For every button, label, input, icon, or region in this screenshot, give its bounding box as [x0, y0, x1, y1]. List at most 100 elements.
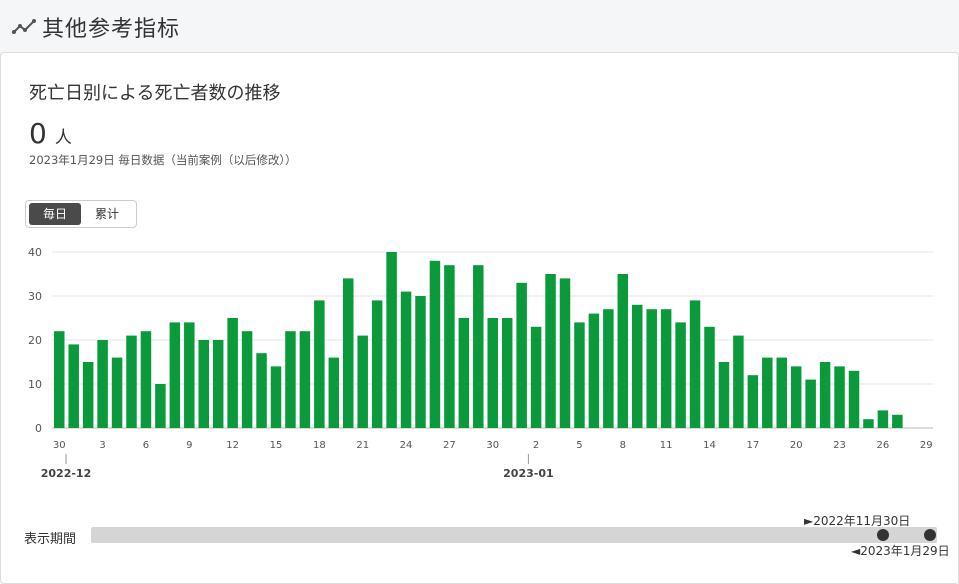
x-tick-label: 21: [356, 440, 369, 451]
x-tick-label: 26: [877, 440, 890, 451]
section-title: 其他参考指标: [42, 17, 181, 42]
bar: [819, 362, 831, 428]
period-label: 表示期間: [24, 532, 77, 547]
bar: [790, 366, 802, 428]
bar: [140, 331, 152, 428]
bar: [198, 340, 209, 428]
period-start-handle[interactable]: [877, 529, 889, 541]
bar: [97, 340, 108, 428]
bar: [184, 322, 195, 428]
bar: [762, 357, 773, 428]
bar: [444, 265, 455, 428]
bar: [68, 344, 79, 428]
y-tick-label: 10: [28, 378, 42, 391]
x-tick-label: 27: [443, 440, 456, 451]
bar: [270, 366, 282, 428]
card-title: 死亡日别による死亡者数の推移: [29, 83, 281, 104]
bar: [343, 278, 354, 428]
x-tick-label: 5: [576, 440, 582, 451]
bar: [299, 331, 311, 428]
bar: [559, 278, 571, 428]
y-tick-label: 40: [28, 246, 42, 259]
x-tick-label: 2: [533, 440, 539, 451]
period-start-label: ►2022年11月30日: [804, 514, 911, 528]
bar: [212, 340, 224, 428]
x-tick-label: 29: [920, 440, 933, 451]
bar: [675, 322, 686, 428]
y-tick-label: 20: [28, 334, 42, 347]
bar: [314, 300, 325, 428]
bar: [660, 309, 672, 428]
bar: [82, 362, 94, 428]
bar: [328, 357, 340, 428]
month-label: 2022-12: [41, 467, 92, 480]
x-tick-label: 20: [790, 440, 803, 451]
period-end-handle[interactable]: [924, 529, 936, 541]
bar: [400, 291, 412, 428]
x-tick-label: 15: [270, 440, 283, 451]
trend-line-icon: [12, 19, 36, 34]
bar: [227, 318, 238, 428]
bar: [256, 353, 267, 428]
bar: [386, 252, 397, 428]
bar: [371, 300, 383, 428]
bar: [877, 410, 889, 428]
daily-button[interactable]: 毎日: [29, 203, 81, 225]
deaths-count: 0: [29, 117, 47, 150]
period-slider-track[interactable]: [91, 527, 937, 543]
bar: [704, 326, 715, 428]
bar: [126, 335, 137, 428]
bar: [848, 370, 860, 428]
bar: [733, 335, 744, 428]
x-tick-label: 6: [143, 440, 149, 451]
bar: [617, 274, 629, 428]
bar: [863, 419, 874, 428]
bar: [357, 335, 368, 428]
section-header: 其他参考指标: [12, 10, 180, 44]
y-tick-label: 30: [28, 290, 42, 303]
month-label: 2023-01: [503, 467, 554, 480]
x-tick-label: 3: [99, 440, 105, 451]
x-tick-label: 9: [186, 440, 192, 451]
bar: [54, 331, 65, 428]
bar: [241, 331, 253, 428]
bar: [111, 357, 123, 428]
view-toggle: 毎日 累计: [25, 200, 137, 228]
period-end-label: ◄2023年1月29日: [851, 544, 950, 558]
cumulative-button[interactable]: 累计: [94, 207, 119, 221]
x-tick-label: 24: [400, 440, 413, 451]
bar: [776, 357, 787, 428]
x-tick-label: 8: [620, 440, 626, 451]
y-tick-label: 0: [35, 422, 42, 435]
bar: [718, 362, 730, 428]
bar: [689, 300, 701, 428]
x-tick-label: 14: [703, 440, 716, 451]
bar: [415, 296, 426, 428]
bar: [530, 326, 542, 428]
bar: [429, 260, 441, 428]
x-tick-label: 17: [746, 440, 759, 451]
bar: [603, 309, 614, 428]
bar: [834, 366, 845, 428]
bar: [473, 265, 484, 428]
bar: [155, 384, 166, 428]
bar: [285, 331, 296, 428]
date-note: 2023年1月29日 毎日数据（当前案例（以后修改））: [29, 153, 297, 167]
bar: [169, 322, 181, 428]
bar: [632, 304, 643, 428]
bar: [588, 313, 600, 428]
x-tick-label: 30: [53, 440, 66, 451]
x-tick-label: 11: [660, 440, 673, 451]
bar: [458, 318, 470, 428]
bar: [646, 309, 657, 428]
x-tick-label: 18: [313, 440, 326, 451]
bar: [516, 282, 527, 428]
bar: [487, 318, 498, 428]
x-tick-label: 23: [833, 440, 846, 451]
bar: [747, 375, 759, 428]
big-value: 0 人: [29, 117, 72, 150]
deaths-unit: 人: [54, 128, 72, 148]
bar: [892, 414, 903, 428]
bar: [574, 322, 585, 428]
